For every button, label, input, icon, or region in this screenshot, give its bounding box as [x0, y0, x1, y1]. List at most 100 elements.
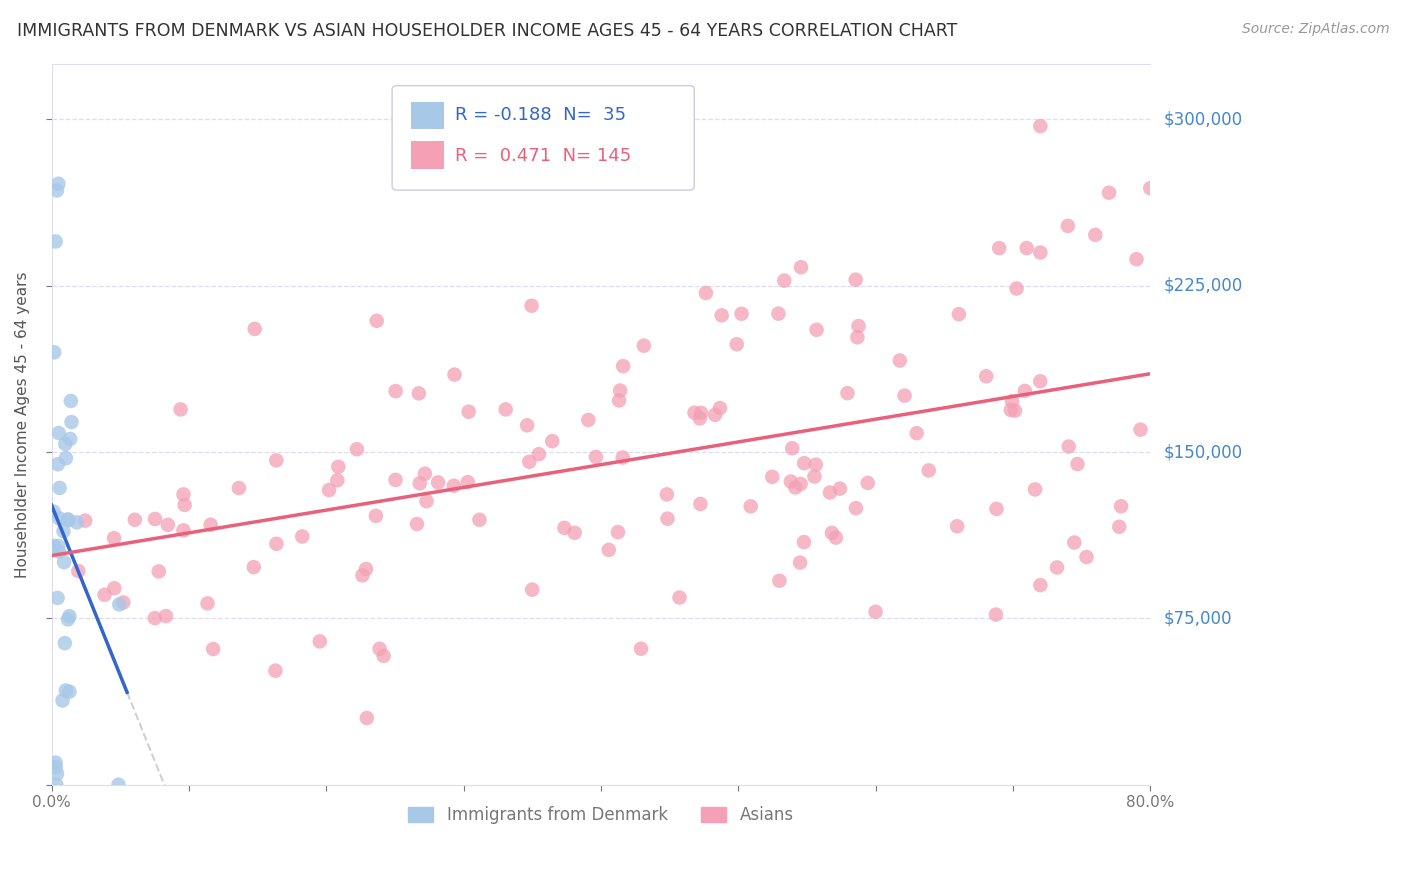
- Point: [143, 512, 166, 526]
- Point: [169, 402, 191, 417]
- Point: [790, 260, 813, 275]
- Point: [668, 591, 690, 605]
- Point: [520, 299, 543, 313]
- Point: [657, 511, 679, 525]
- Point: [46, 766, 69, 780]
- Point: [368, 641, 391, 656]
- Point: [516, 418, 538, 433]
- Point: [326, 473, 349, 487]
- Point: [112, 595, 135, 609]
- Point: [828, 482, 851, 496]
- Point: [806, 323, 828, 337]
- Point: [173, 498, 195, 512]
- Point: [986, 501, 1008, 516]
- Point: [107, 778, 129, 792]
- Point: [607, 393, 630, 408]
- Point: [1057, 440, 1080, 454]
- Point: [725, 337, 748, 351]
- Point: [155, 609, 177, 624]
- Bar: [411, 141, 444, 169]
- Point: [468, 513, 491, 527]
- Point: [1108, 520, 1130, 534]
- Point: [655, 487, 678, 501]
- Point: [818, 485, 841, 500]
- Text: IMMIGRANTS FROM DENMARK VS ASIAN HOUSEHOLDER INCOME AGES 45 - 64 YEARS CORRELATI: IMMIGRANTS FROM DENMARK VS ASIAN HOUSEHO…: [17, 22, 957, 40]
- Text: $225,000: $225,000: [1164, 277, 1243, 295]
- Point: [48, 481, 70, 495]
- Point: [1063, 535, 1085, 549]
- Point: [690, 406, 713, 420]
- Point: [946, 519, 969, 533]
- Point: [527, 447, 550, 461]
- Point: [1084, 227, 1107, 242]
- Point: [413, 467, 436, 481]
- Point: [1001, 394, 1024, 409]
- Point: [457, 475, 479, 490]
- Point: [75, 514, 97, 528]
- Point: [124, 513, 146, 527]
- Point: [1014, 384, 1036, 398]
- Point: [108, 598, 131, 612]
- Point: [845, 273, 868, 287]
- Point: [67, 564, 90, 578]
- Point: [517, 455, 540, 469]
- Point: [228, 481, 250, 495]
- Point: [42, 504, 65, 518]
- Point: [173, 487, 195, 501]
- Point: [53, 555, 76, 569]
- Point: [683, 406, 706, 420]
- Text: $150,000: $150,000: [1164, 443, 1243, 461]
- Point: [845, 501, 868, 516]
- Point: [768, 574, 790, 588]
- Point: [984, 607, 1007, 622]
- Point: [42, 539, 65, 553]
- Point: [93, 588, 115, 602]
- Point: [156, 517, 179, 532]
- Text: $300,000: $300,000: [1164, 111, 1243, 128]
- Bar: [411, 102, 444, 129]
- Point: [1125, 252, 1147, 267]
- Point: [709, 401, 731, 415]
- Text: R = -0.188  N=  35: R = -0.188 N= 35: [454, 106, 626, 124]
- Point: [740, 500, 762, 514]
- Point: [409, 476, 432, 491]
- Point: [53, 437, 76, 451]
- Point: [1005, 281, 1028, 295]
- Point: [630, 641, 652, 656]
- Point: [45, 756, 67, 770]
- Point: [1015, 241, 1038, 255]
- Point: [1029, 119, 1052, 133]
- Point: [948, 307, 970, 321]
- Point: [56, 612, 79, 626]
- Point: [1046, 560, 1069, 574]
- Point: [66, 516, 89, 530]
- Point: [785, 480, 807, 494]
- Point: [848, 319, 870, 334]
- Point: [889, 353, 911, 368]
- Point: [730, 307, 752, 321]
- Point: [52, 524, 75, 539]
- Point: [398, 150, 420, 164]
- Point: [266, 453, 288, 467]
- Point: [172, 524, 194, 538]
- Point: [46, 591, 69, 605]
- Point: [103, 581, 125, 595]
- Point: [197, 596, 219, 610]
- Point: [1029, 578, 1052, 592]
- Legend: Immigrants from Denmark, Asians: Immigrants from Denmark, Asians: [402, 799, 800, 830]
- Text: Source: ZipAtlas.com: Source: ZipAtlas.com: [1241, 22, 1389, 37]
- Point: [60, 415, 83, 429]
- Point: [1098, 186, 1121, 200]
- Point: [308, 634, 330, 648]
- Point: [55, 683, 77, 698]
- Point: [318, 483, 340, 497]
- Y-axis label: Householder Income Ages 45 - 64 years: Householder Income Ages 45 - 64 years: [15, 271, 30, 578]
- Point: [243, 322, 266, 336]
- Point: [612, 450, 634, 465]
- Point: [384, 384, 406, 398]
- Point: [202, 642, 225, 657]
- Point: [804, 458, 827, 472]
- Point: [1109, 500, 1132, 514]
- Point: [51, 693, 73, 707]
- Point: [45, 235, 67, 249]
